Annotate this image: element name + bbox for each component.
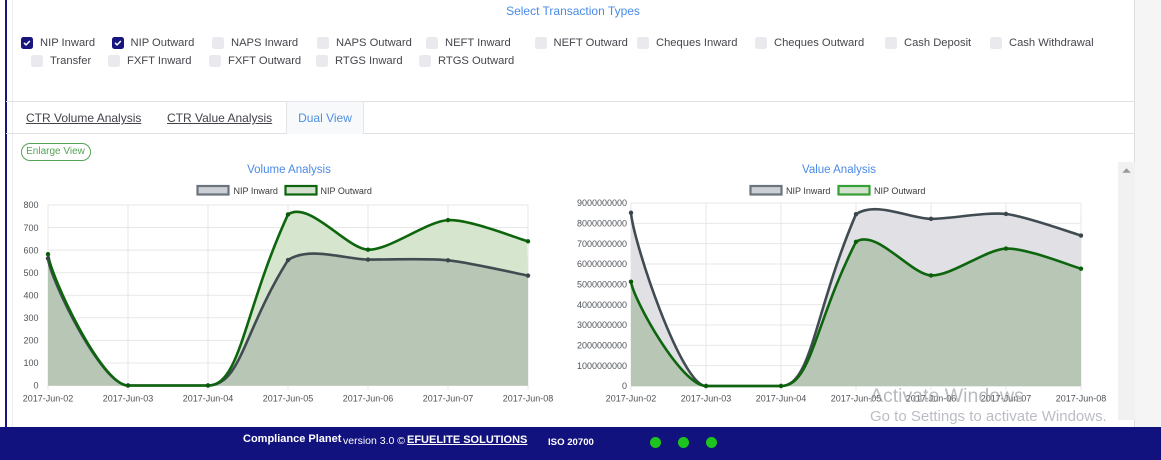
svg-text:2017-Jun-03: 2017-Jun-03 <box>681 394 732 404</box>
svg-text:200: 200 <box>23 336 38 346</box>
svg-text:5000000000: 5000000000 <box>577 280 627 290</box>
svg-text:2017-Jun-05: 2017-Jun-05 <box>831 394 882 404</box>
svg-text:2017-Jun-04: 2017-Jun-04 <box>183 394 234 404</box>
svg-text:7000000000: 7000000000 <box>577 239 627 249</box>
svg-text:2017-Jun-05: 2017-Jun-05 <box>263 394 314 404</box>
svg-text:2017-Jun-02: 2017-Jun-02 <box>606 394 657 404</box>
svg-text:NIP Outward: NIP Outward <box>874 186 925 196</box>
svg-text:100: 100 <box>23 358 38 368</box>
svg-text:2017-Jun-02: 2017-Jun-02 <box>23 394 74 404</box>
svg-text:1000000000: 1000000000 <box>577 361 627 371</box>
svg-text:2017-Jun-08: 2017-Jun-08 <box>1056 394 1107 404</box>
svg-text:2017-Jun-04: 2017-Jun-04 <box>756 394 807 404</box>
svg-text:700: 700 <box>23 223 38 233</box>
svg-text:2000000000: 2000000000 <box>577 341 627 351</box>
svg-text:400: 400 <box>23 290 38 300</box>
svg-text:2017-Jun-08: 2017-Jun-08 <box>503 394 554 404</box>
svg-text:8000000000: 8000000000 <box>577 219 627 229</box>
svg-text:9000000000: 9000000000 <box>577 198 627 208</box>
svg-text:2017-Jun-07: 2017-Jun-07 <box>981 394 1032 404</box>
svg-text:4000000000: 4000000000 <box>577 300 627 310</box>
svg-text:6000000000: 6000000000 <box>577 259 627 269</box>
svg-text:500: 500 <box>23 268 38 278</box>
svg-text:2017-Jun-06: 2017-Jun-06 <box>343 394 394 404</box>
svg-text:600: 600 <box>23 245 38 255</box>
svg-text:NIP Inward: NIP Inward <box>234 186 278 196</box>
svg-text:300: 300 <box>23 313 38 323</box>
svg-text:2017-Jun-03: 2017-Jun-03 <box>103 394 154 404</box>
svg-text:0: 0 <box>33 381 38 391</box>
svg-text:NIP Inward: NIP Inward <box>786 186 830 196</box>
svg-text:NIP Outward: NIP Outward <box>321 186 372 196</box>
svg-text:2017-Jun-07: 2017-Jun-07 <box>423 394 474 404</box>
svg-text:0: 0 <box>622 381 627 391</box>
svg-text:2017-Jun-06: 2017-Jun-06 <box>906 394 957 404</box>
svg-text:3000000000: 3000000000 <box>577 320 627 330</box>
svg-text:800: 800 <box>23 200 38 210</box>
